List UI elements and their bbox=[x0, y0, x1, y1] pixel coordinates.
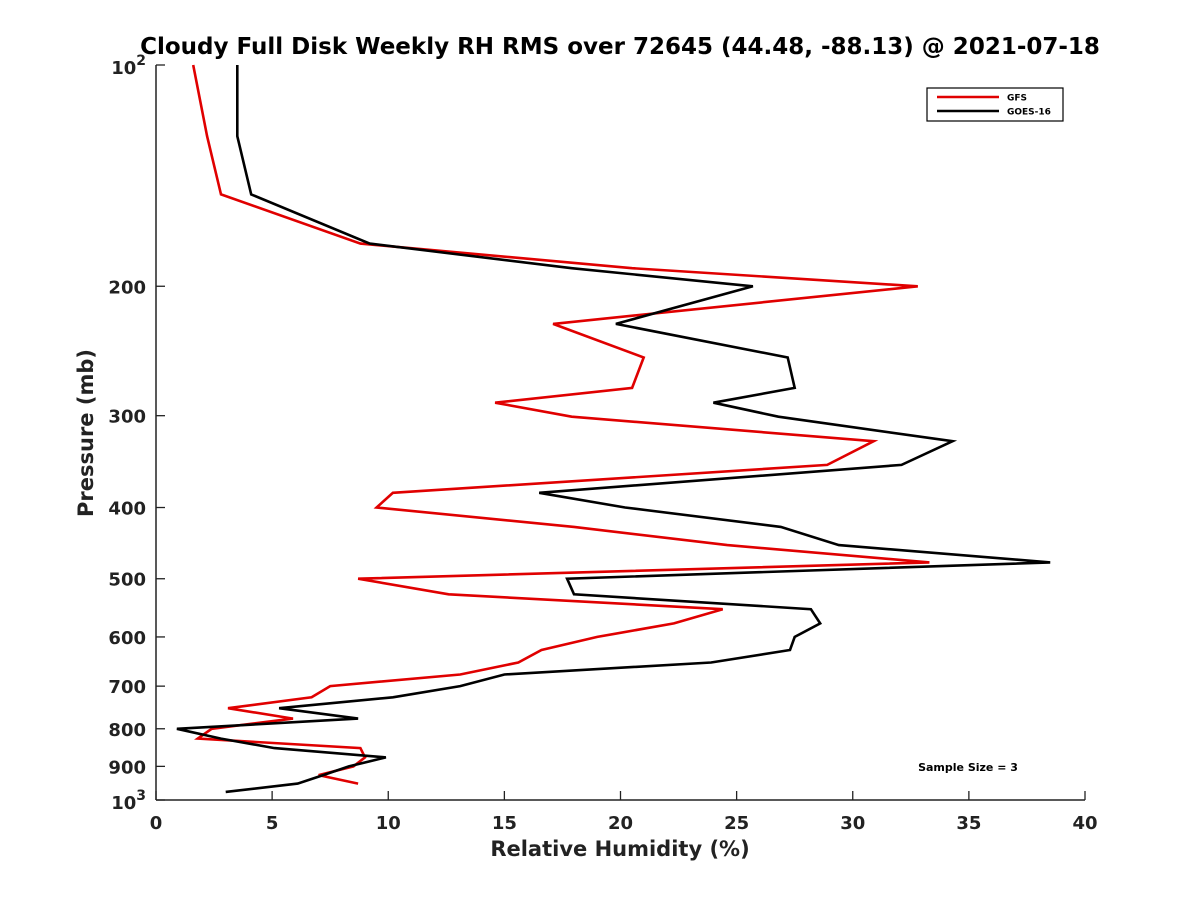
x-tick-label: 40 bbox=[1072, 813, 1097, 834]
legend: GFS GOES-16 bbox=[926, 87, 1064, 122]
x-tick-label: 10 bbox=[376, 813, 401, 834]
y-tick-label: 400 bbox=[108, 499, 146, 520]
y-tick-label: 102 bbox=[111, 53, 146, 79]
y-axis-ticks: 102 200 300 400 500 600 700 800 900 103 bbox=[108, 53, 165, 814]
series-line-goes-16 bbox=[176, 65, 1051, 794]
x-tick-label: 25 bbox=[724, 813, 749, 834]
series-line-gfs bbox=[191, 64, 930, 785]
x-tick-label: 5 bbox=[266, 813, 279, 834]
y-tick-label: 200 bbox=[108, 277, 146, 298]
y-tick-label: 800 bbox=[108, 720, 146, 741]
series-layer bbox=[176, 64, 1051, 794]
x-tick-label: 15 bbox=[492, 813, 517, 834]
y-tick-label: 700 bbox=[108, 677, 146, 698]
y-axis-label: Pressure (mb) bbox=[74, 349, 98, 517]
y-tick-label: 500 bbox=[108, 570, 146, 591]
y-tick-label: 600 bbox=[108, 628, 146, 649]
legend-label-gfs: GFS bbox=[1007, 94, 1027, 104]
x-tick-label: 20 bbox=[608, 813, 633, 834]
x-tick-label: 35 bbox=[956, 813, 981, 834]
legend-label-goes-16: GOES-16 bbox=[1007, 108, 1051, 118]
y-tick-label: 300 bbox=[108, 407, 146, 428]
x-tick-label: 30 bbox=[840, 813, 865, 834]
x-tick-label: 0 bbox=[150, 813, 163, 834]
sample-size-annotation: Sample Size = 3 bbox=[918, 761, 1018, 774]
y-tick-label: 900 bbox=[108, 757, 146, 778]
axes-frame bbox=[155, 65, 1085, 801]
legend-box bbox=[926, 87, 1064, 122]
x-axis-ticks: 0 5 10 15 20 25 30 35 40 bbox=[150, 791, 1098, 834]
x-axis-label: Relative Humidity (%) bbox=[490, 837, 749, 861]
chart-title: Cloudy Full Disk Weekly RH RMS over 7264… bbox=[140, 34, 1100, 60]
y-tick-label: 103 bbox=[111, 788, 146, 814]
